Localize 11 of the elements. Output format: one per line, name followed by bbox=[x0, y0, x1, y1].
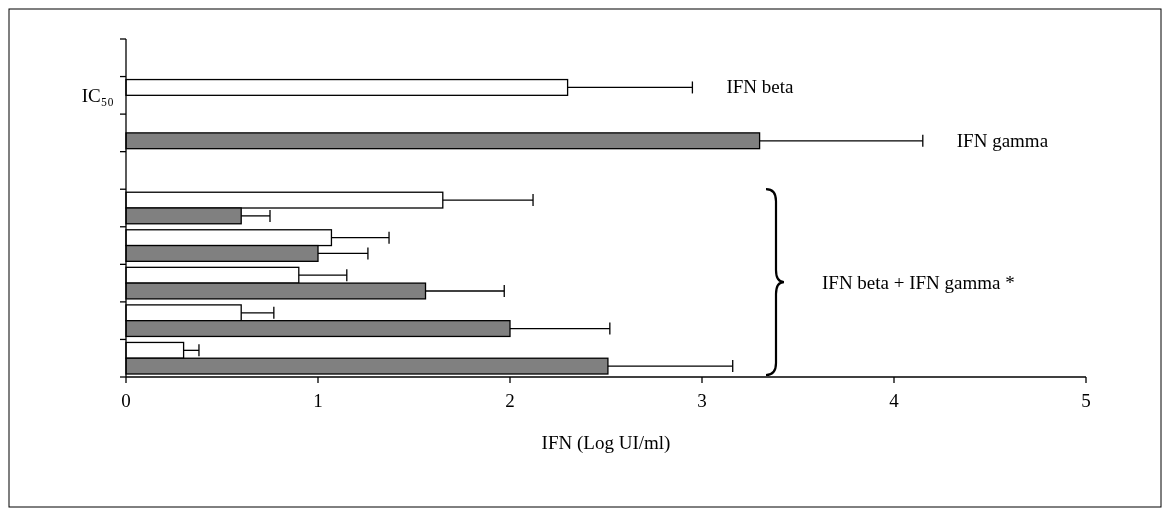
x-tick-label: 2 bbox=[505, 390, 515, 411]
text: IFN beta bbox=[726, 76, 794, 98]
x-tick-label: 3 bbox=[697, 390, 707, 411]
annotation: IFN beta + IFN gamma * bbox=[822, 272, 1015, 294]
x-tick-label: 5 bbox=[1081, 390, 1091, 411]
text: IFN gamma bbox=[956, 129, 1049, 151]
y-tick-label: IC₅₀ bbox=[81, 85, 114, 107]
x-tick-label: 0 bbox=[121, 390, 131, 411]
x-axis-title: IFN (Log UI/ml) bbox=[541, 432, 671, 454]
x-tick-label: 1 bbox=[313, 390, 323, 411]
x-tick-label: 4 bbox=[889, 390, 900, 411]
